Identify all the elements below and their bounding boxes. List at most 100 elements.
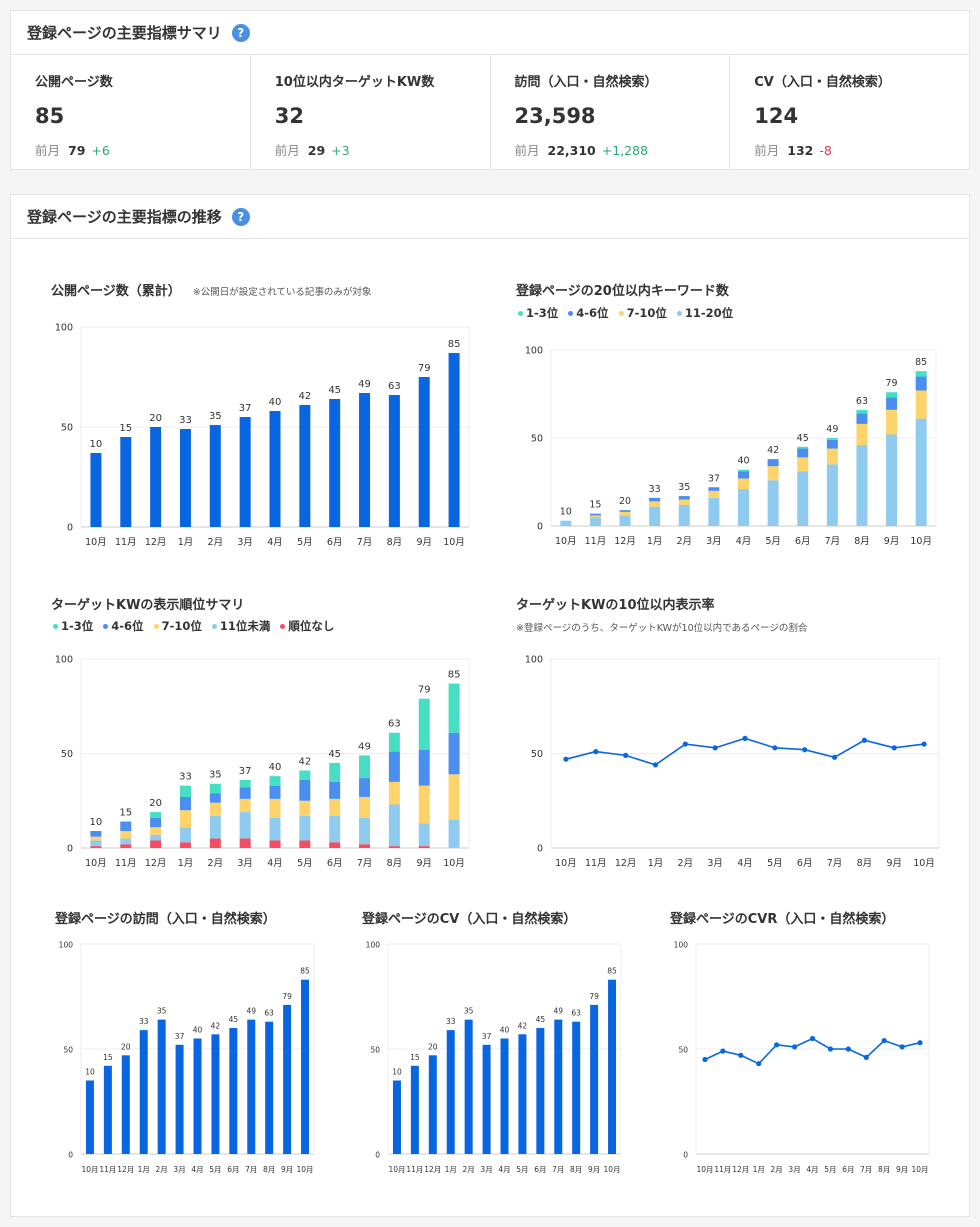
x-tick-label: 5月	[516, 1165, 528, 1174]
legend-item[interactable]: 7-10位	[153, 618, 202, 634]
legend-item[interactable]: 7-10位	[618, 305, 667, 321]
y-tick-label: 0	[683, 1151, 688, 1160]
bar	[283, 1004, 292, 1154]
data-label: 37	[239, 766, 252, 777]
x-tick-label: 10月	[696, 1165, 713, 1174]
kpi-previous: 前月 22,310 +1,288	[515, 140, 706, 159]
y-tick-label: 0	[537, 522, 543, 533]
delta-value: -8	[819, 143, 832, 158]
bar-segment	[179, 810, 191, 828]
x-tick-label: 4月	[191, 1165, 203, 1174]
x-tick-label: 4月	[267, 858, 283, 869]
bar	[329, 399, 341, 527]
x-tick-label: 10月	[388, 1165, 405, 1174]
data-label: 45	[536, 1015, 546, 1024]
bar-segment	[209, 793, 221, 803]
data-label: 40	[737, 456, 749, 467]
bar-segment	[826, 438, 838, 440]
x-tick-label: 8月	[387, 858, 403, 869]
x-tick-label: 10月	[555, 536, 577, 547]
x-tick-label: 4月	[736, 536, 752, 547]
legend-item[interactable]: 4-6位	[568, 305, 609, 321]
x-tick-label: 2月	[676, 536, 692, 547]
bar-segment	[388, 846, 400, 848]
kpi-value: 32	[274, 104, 304, 128]
legend-item[interactable]: 1-3位	[53, 618, 93, 634]
bar-segment	[826, 439, 838, 449]
bar-segment	[915, 371, 927, 377]
x-tick-label: 10月	[85, 858, 107, 869]
data-label: 15	[119, 423, 132, 434]
legend-item[interactable]: 1-3位	[518, 305, 558, 321]
bar-segment	[797, 446, 809, 449]
y-tick-label: 100	[55, 323, 73, 334]
legend-item[interactable]: 11位未満	[211, 618, 270, 634]
x-tick-label: 4月	[737, 858, 753, 869]
delta-value: +3	[331, 143, 350, 158]
y-tick-label: 0	[537, 844, 543, 855]
kpi-card-target-kw: 10位以内ターゲットKW数 32 前月 29 +3	[251, 55, 491, 169]
trend-title: 登録ページの主要指標の推移	[27, 208, 222, 226]
data-label: 35	[209, 770, 222, 781]
y-tick-label: 100	[55, 655, 73, 666]
y-tick-label: 50	[61, 749, 73, 760]
bar-segment	[359, 755, 371, 779]
bar-segment	[886, 392, 898, 398]
legend-item[interactable]: 順位なし	[280, 618, 334, 634]
x-tick-label: 8月	[570, 1165, 582, 1174]
bar	[103, 1065, 112, 1154]
legend-item[interactable]: 4-6位	[103, 618, 144, 634]
bar-segment	[299, 800, 311, 816]
data-label: 33	[179, 772, 192, 783]
bar-segment	[589, 517, 601, 526]
legend-item[interactable]: 11-20位	[676, 305, 733, 321]
data-label: 40	[193, 1026, 203, 1035]
bar	[428, 1055, 437, 1154]
bar-segment	[856, 409, 868, 414]
bar-segment	[150, 827, 162, 835]
x-tick-label: 7月	[860, 1165, 872, 1174]
data-label: 40	[500, 1026, 510, 1035]
bar-segment	[90, 830, 102, 837]
help-icon[interactable]: ?	[231, 207, 250, 226]
data-label: 42	[211, 1021, 221, 1030]
bar	[464, 1019, 473, 1154]
prev-label: 前月	[274, 143, 300, 158]
help-icon[interactable]: ?	[231, 23, 250, 42]
bar-segment	[269, 798, 281, 818]
data-point	[791, 1044, 798, 1050]
bar	[572, 1021, 581, 1154]
bar-segment	[708, 490, 720, 498]
bar	[265, 1021, 274, 1154]
bar-segment	[797, 471, 809, 526]
bar-segment	[589, 513, 601, 516]
data-point	[702, 1056, 708, 1063]
bar-segment	[767, 480, 779, 526]
x-tick-label: 8月	[387, 537, 403, 548]
kpi-card-visits: 訪問（入口・自然検索） 23,598 前月 22,310 +1,288	[491, 55, 731, 169]
data-label: 35	[157, 1007, 167, 1016]
prev-value: 22,310	[547, 143, 596, 158]
y-tick-label: 0	[375, 1151, 380, 1160]
bar-segment	[179, 796, 191, 811]
bar-segment	[179, 785, 191, 797]
bar	[211, 1034, 220, 1154]
data-label: 20	[149, 798, 162, 809]
data-point	[720, 1048, 726, 1054]
data-point	[809, 1035, 816, 1042]
x-tick-label: 5月	[767, 858, 783, 869]
x-tick-label: 6月	[327, 858, 343, 869]
bar	[90, 453, 102, 527]
x-tick-label: 5月	[765, 536, 781, 547]
bar-segment	[239, 812, 251, 839]
bar-segment	[359, 844, 371, 848]
x-tick-label: 3月	[707, 858, 723, 869]
bar	[518, 1034, 527, 1154]
bar-segment	[708, 487, 720, 491]
data-label: 42	[767, 445, 779, 456]
bar-segment	[179, 827, 191, 843]
data-label: 40	[269, 762, 282, 773]
bar-segment	[359, 796, 371, 818]
